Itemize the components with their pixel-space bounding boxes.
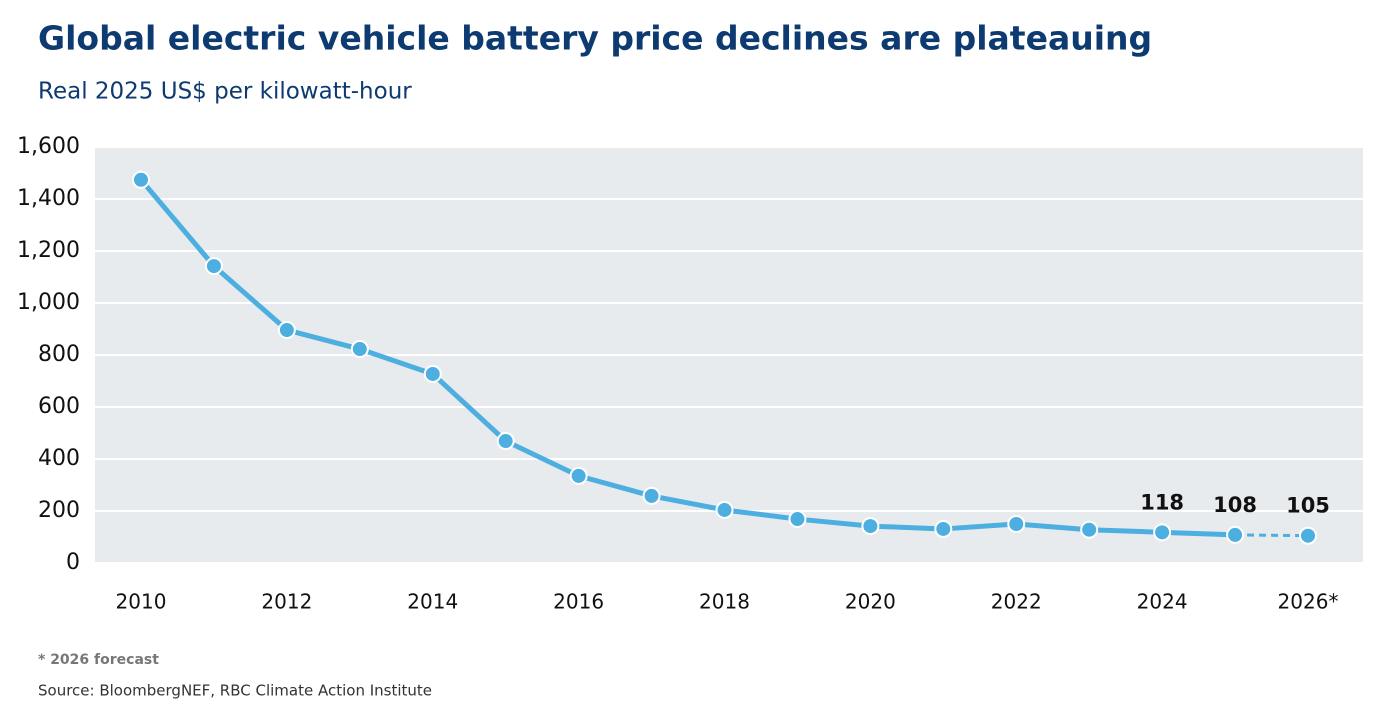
- data-point: [1080, 520, 1099, 539]
- x-tick-label: 2012: [261, 590, 312, 614]
- value-label: 108: [1213, 493, 1257, 517]
- y-tick-label: 1,200: [17, 238, 80, 263]
- value-label: 118: [1140, 490, 1184, 514]
- data-point: [1007, 515, 1026, 533]
- data-point: [569, 466, 588, 485]
- data-point: [788, 510, 807, 529]
- y-tick-label: 1,600: [17, 134, 80, 159]
- x-tick-label: 2010: [116, 590, 167, 614]
- forecast-line: [1235, 533, 1309, 538]
- x-tick-label: 2016: [553, 590, 604, 614]
- data-point: [1226, 525, 1245, 544]
- x-tick-label: 2022: [991, 590, 1042, 614]
- data-point: [861, 517, 880, 536]
- data-line: [139, 178, 1236, 538]
- y-tick-label: 1,000: [17, 290, 80, 315]
- x-tick-label: 2014: [407, 590, 458, 614]
- data-point: [934, 519, 953, 538]
- chart-title: Global electric vehicle battery price de…: [38, 19, 1152, 58]
- data-point: [496, 432, 515, 451]
- x-tick-label: 2018: [699, 590, 750, 614]
- source: Source: BloombergNEF, RBC Climate Action…: [38, 682, 432, 700]
- x-tick-label: 2026*: [1278, 590, 1339, 614]
- chart-subtitle: Real 2025 US$ per kilowatt-hour: [38, 79, 412, 105]
- data-point: [350, 340, 369, 359]
- data-point: [1299, 526, 1317, 545]
- data-point: [132, 170, 150, 189]
- footnote: * 2026 forecast: [38, 652, 159, 668]
- data-point: [1153, 523, 1172, 542]
- y-tick-label: 400: [38, 446, 80, 471]
- y-tick-label: 600: [38, 394, 80, 419]
- y-tick-label: 800: [38, 342, 80, 367]
- data-point: [204, 257, 223, 276]
- data-point: [642, 486, 661, 505]
- y-tick-label: 200: [38, 498, 80, 523]
- data-point: [423, 364, 442, 383]
- y-tick-label: 0: [66, 550, 80, 575]
- x-tick-label: 2020: [845, 590, 896, 614]
- data-point: [277, 321, 296, 340]
- y-tick-label: 1,400: [17, 186, 80, 211]
- data-point: [715, 500, 734, 519]
- value-label: 105: [1286, 494, 1330, 518]
- x-tick-label: 2024: [1137, 590, 1188, 614]
